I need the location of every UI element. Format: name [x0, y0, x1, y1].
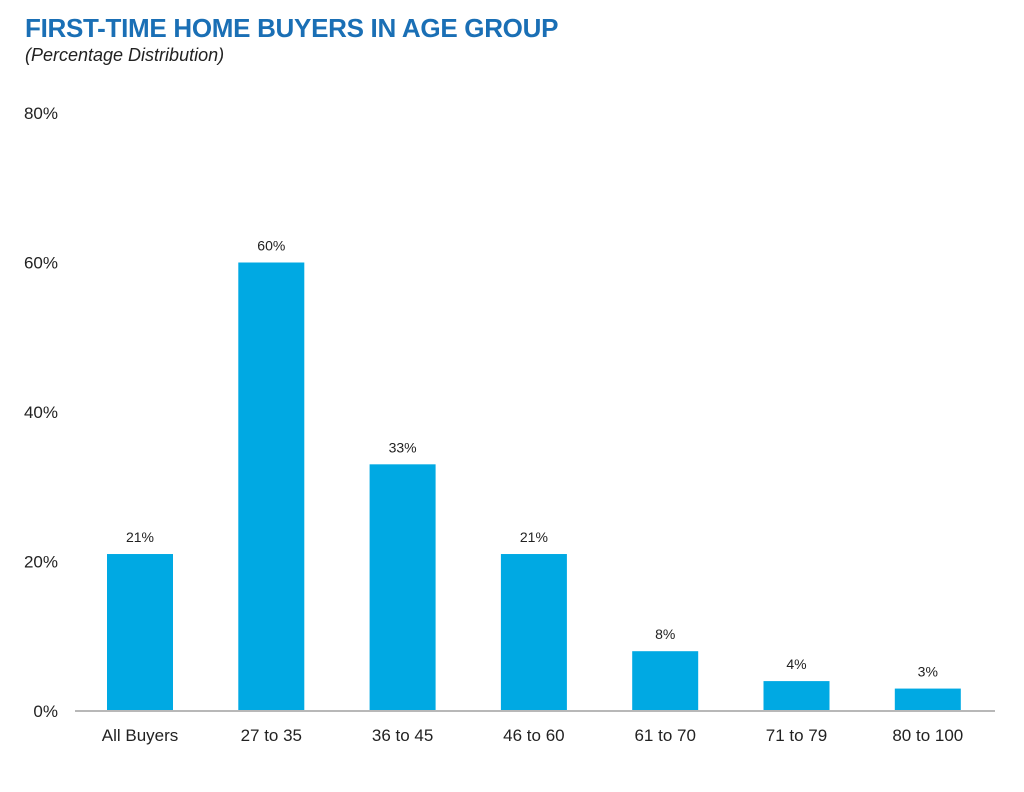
y-axis: 0% 20% 40% 60% 80% [24, 104, 58, 721]
x-tick-label: 46 to 60 [503, 726, 564, 745]
bar-value-label: 8% [655, 626, 675, 642]
x-tick-label: 80 to 100 [892, 726, 963, 745]
bar [632, 651, 699, 711]
x-tick-label: 61 to 70 [634, 726, 695, 745]
y-tick-label: 20% [24, 553, 58, 572]
bar [500, 554, 567, 711]
y-tick-label: 0% [33, 702, 58, 721]
bar [107, 554, 173, 711]
bar-value-label: 33% [389, 439, 417, 455]
y-tick-label: 80% [24, 104, 58, 123]
bar-labels-group: 21% 60% 33% 21% 8% 4% 3% [126, 238, 938, 680]
y-tick-label: 40% [24, 403, 58, 422]
x-tick-label: All Buyers [102, 726, 179, 745]
bars-group [107, 262, 961, 711]
bar-value-label: 60% [257, 238, 285, 254]
x-axis: All Buyers 27 to 35 36 to 45 46 to 60 61 to … [75, 710, 995, 745]
bar-value-label: 3% [918, 664, 938, 680]
bar [238, 262, 305, 711]
chart-title: FIRST-TIME HOME BUYERS IN AGE GROUP [25, 13, 559, 43]
x-tick-label: 27 to 35 [241, 726, 302, 745]
x-tick-label: 36 to 45 [372, 726, 433, 745]
x-tick-label: 71 to 79 [766, 726, 827, 745]
bar-value-label: 4% [786, 656, 806, 672]
bar [763, 681, 830, 711]
bar [894, 688, 961, 711]
bar-value-label: 21% [520, 529, 548, 545]
bar [369, 464, 436, 711]
chart-subtitle: (Percentage Distribution) [25, 45, 225, 65]
y-tick-label: 60% [24, 254, 58, 273]
bar-value-label: 21% [126, 529, 154, 545]
